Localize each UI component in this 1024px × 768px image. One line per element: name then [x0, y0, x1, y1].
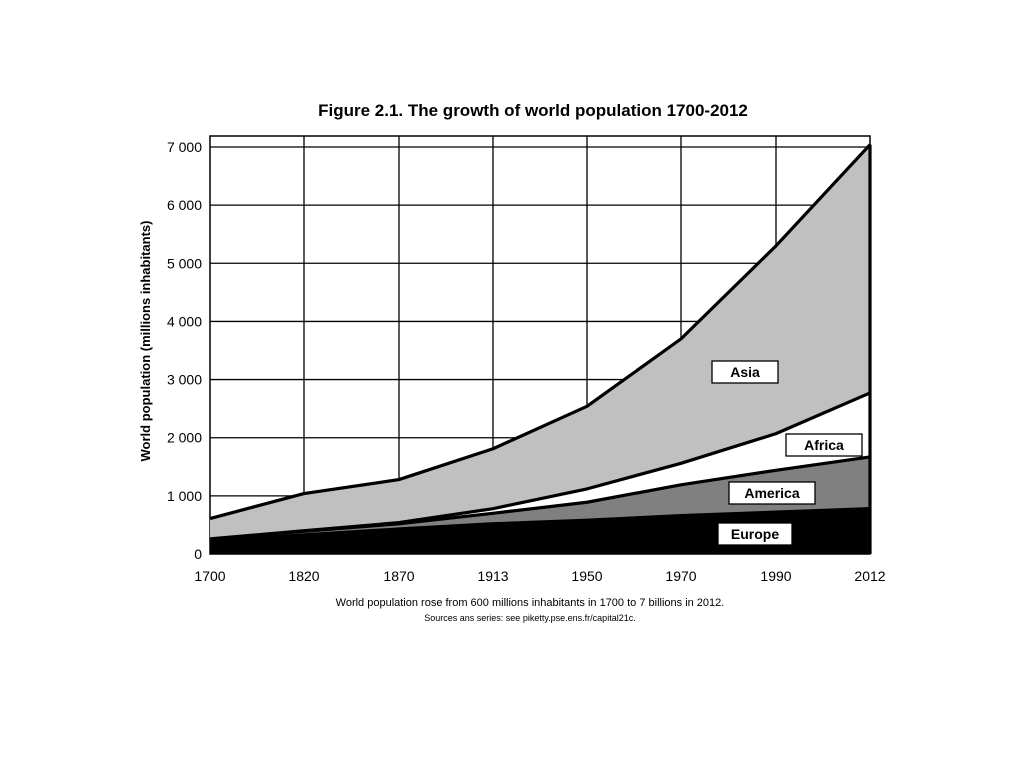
svg-text:Europe: Europe [731, 526, 779, 542]
area-europe [210, 508, 870, 554]
x-tick-label: 1990 [760, 568, 791, 584]
chart-caption: World population rose from 600 millions … [336, 597, 725, 609]
x-tick-label: 1913 [477, 568, 508, 584]
y-tick-label: 4 000 [167, 313, 202, 329]
x-tick-label: 2012 [854, 568, 885, 584]
area-asia [210, 144, 870, 539]
x-tick-label: 1700 [194, 568, 225, 584]
y-tick-labels: 0 1 000 2 000 3 000 4 000 5 000 6 000 7 000 [167, 139, 202, 562]
boundary-line-asia [209, 143, 872, 521]
y-tick-label: 1 000 [167, 488, 202, 504]
boundary-line-europe [209, 507, 871, 543]
y-tick-label: 5 000 [167, 255, 202, 271]
y-axis-label: World population (millions inhabitants) [138, 221, 153, 462]
x-tick-label: 1950 [571, 568, 602, 584]
y-tick-label: 2 000 [167, 430, 202, 446]
region-labels: Europe America Africa Asia [711, 360, 863, 546]
region-label-asia: Asia [711, 360, 779, 384]
svg-text:America: America [744, 485, 799, 501]
x-tick-label: 1820 [288, 568, 319, 584]
svg-text:Asia: Asia [730, 364, 760, 380]
x-tick-labels: 1700 1820 1870 1913 1950 1970 1990 2012 [194, 568, 885, 584]
boundary-line-africa [209, 391, 871, 541]
region-label-america: America [728, 481, 816, 505]
x-tick-label: 1970 [665, 568, 696, 584]
chart-title: Figure 2.1. The growth of world populati… [318, 101, 748, 120]
area-africa [210, 392, 870, 540]
y-tick-label: 3 000 [167, 372, 202, 388]
x-tick-label: 1870 [383, 568, 414, 584]
region-label-africa: Africa [785, 433, 863, 457]
chart-source: Sources ans series: see piketty.pse.ens.… [424, 613, 635, 623]
y-tick-label: 0 [194, 546, 202, 562]
region-label-europe: Europe [717, 522, 793, 546]
y-tick-label: 6 000 [167, 197, 202, 213]
boundary-lines [209, 143, 872, 554]
svg-text:Africa: Africa [804, 437, 844, 453]
y-tick-label: 7 000 [167, 139, 202, 155]
